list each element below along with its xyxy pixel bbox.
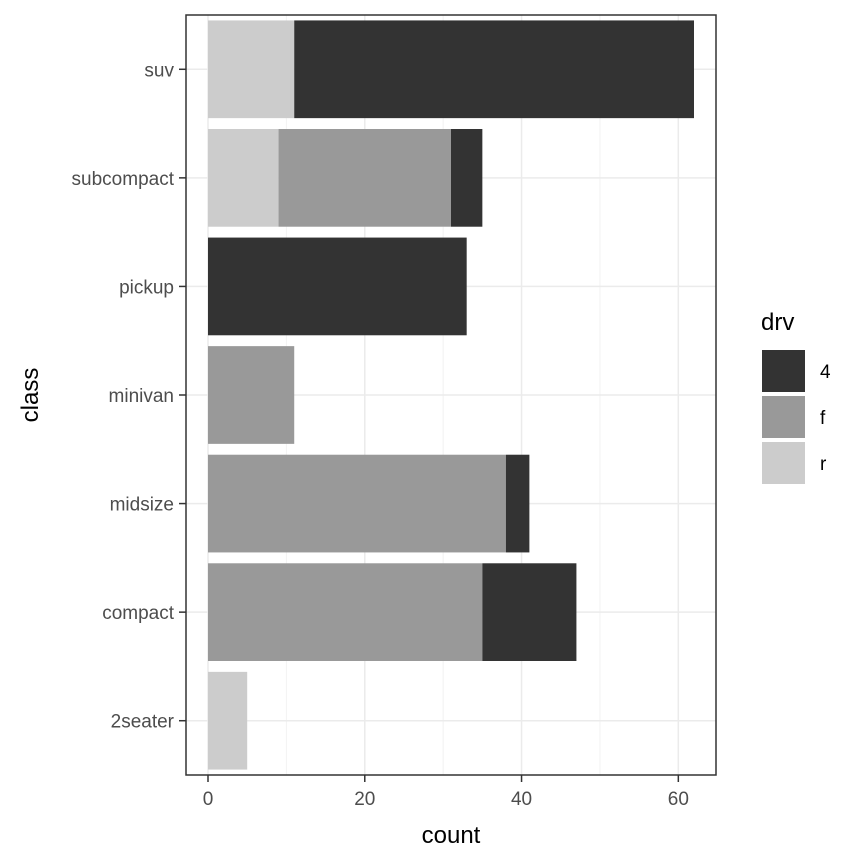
x-tick-label: 0 xyxy=(203,789,214,810)
y-axis-title: class xyxy=(17,368,44,423)
legend-label: r xyxy=(820,454,827,475)
bar-2seater-drv-r xyxy=(208,671,248,770)
bar-compact-drv-4 xyxy=(482,563,577,661)
legend: drv 4 f r xyxy=(761,309,831,484)
bar-minivan-drv-f xyxy=(208,346,295,444)
legend-label: 4 xyxy=(820,362,831,383)
x-tick-label: 60 xyxy=(668,789,689,810)
axis-layer: 2seater compact midsize minivan pickup subcom… xyxy=(72,60,689,810)
bar-suv-drv-r xyxy=(208,20,295,119)
legend-key-4 xyxy=(762,350,805,392)
bar-compact-drv-f xyxy=(208,563,483,661)
bar-suv-drv-4 xyxy=(294,20,694,119)
y-tick-label: 2seater xyxy=(111,712,175,733)
y-tick-label: midsize xyxy=(110,495,174,516)
x-tick-label: 40 xyxy=(511,789,532,810)
y-tick-label: compact xyxy=(102,603,175,624)
y-tick-label: pickup xyxy=(119,277,174,298)
legend-key-r xyxy=(762,442,805,484)
bar-pickup-drv-4 xyxy=(208,237,467,336)
bar-midsize-drv-4 xyxy=(505,454,530,553)
x-tick-label: 20 xyxy=(354,789,375,810)
legend-label: f xyxy=(820,408,826,429)
bar-subcompact-drv-f xyxy=(278,129,451,227)
y-tick-label: minivan xyxy=(109,386,174,407)
bar-subcompact-drv-4 xyxy=(451,129,483,227)
legend-key-f xyxy=(762,396,805,438)
y-tick-label: subcompact xyxy=(72,169,175,190)
bar-layer xyxy=(208,20,694,770)
bar-subcompact-drv-r xyxy=(208,129,279,227)
legend-title: drv xyxy=(761,309,794,336)
x-axis-title: count xyxy=(422,822,481,849)
y-tick-label: suv xyxy=(144,60,174,81)
bar-midsize-drv-f xyxy=(208,454,506,553)
